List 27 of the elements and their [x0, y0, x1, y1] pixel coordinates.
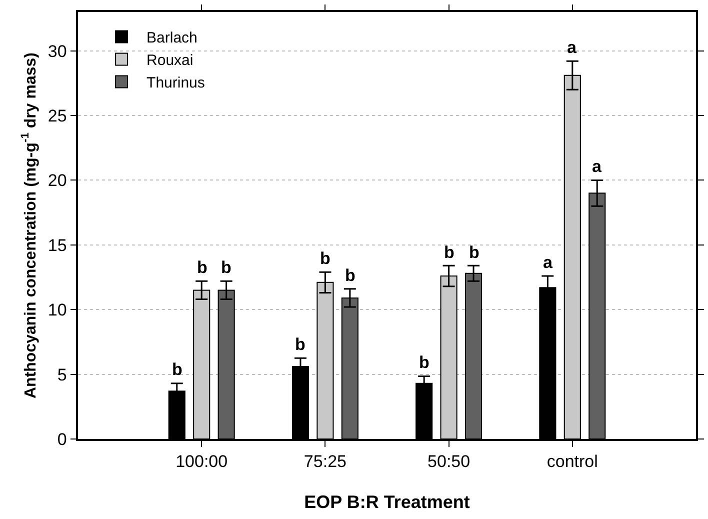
data-label: b — [320, 249, 330, 268]
x-axis-title: EOP B:R Treatment — [304, 492, 470, 512]
y-tick-label: 15 — [48, 236, 67, 255]
data-label: b — [345, 266, 356, 285]
x-tick-label: control — [546, 452, 598, 472]
data-label: b — [221, 258, 232, 277]
y-tick-label: 5 — [57, 365, 67, 384]
y-tick-label: 20 — [48, 171, 67, 190]
y-tick-label: 10 — [48, 300, 67, 320]
legend-label: Thurinus — [146, 74, 205, 92]
legend-label: Barlach — [146, 30, 198, 47]
x-tick-label: 50:50 — [428, 452, 470, 472]
data-label: a — [567, 38, 577, 57]
x-tick-label: 100:00 — [176, 452, 228, 472]
legend-label: Rouxai — [146, 52, 194, 70]
data-label: b — [469, 243, 480, 262]
data-label: b — [295, 335, 306, 354]
data-label: b — [197, 258, 208, 277]
data-label: b — [172, 360, 182, 379]
y-tick-label: 30 — [48, 42, 67, 61]
data-label: b — [419, 353, 430, 372]
data-label: a — [543, 253, 553, 272]
y-tick-label: 0 — [57, 430, 67, 449]
x-tick-label: 75:25 — [304, 452, 346, 472]
data-label: b — [444, 243, 454, 262]
y-tick-label: 25 — [48, 106, 67, 126]
data-label: a — [592, 157, 602, 176]
